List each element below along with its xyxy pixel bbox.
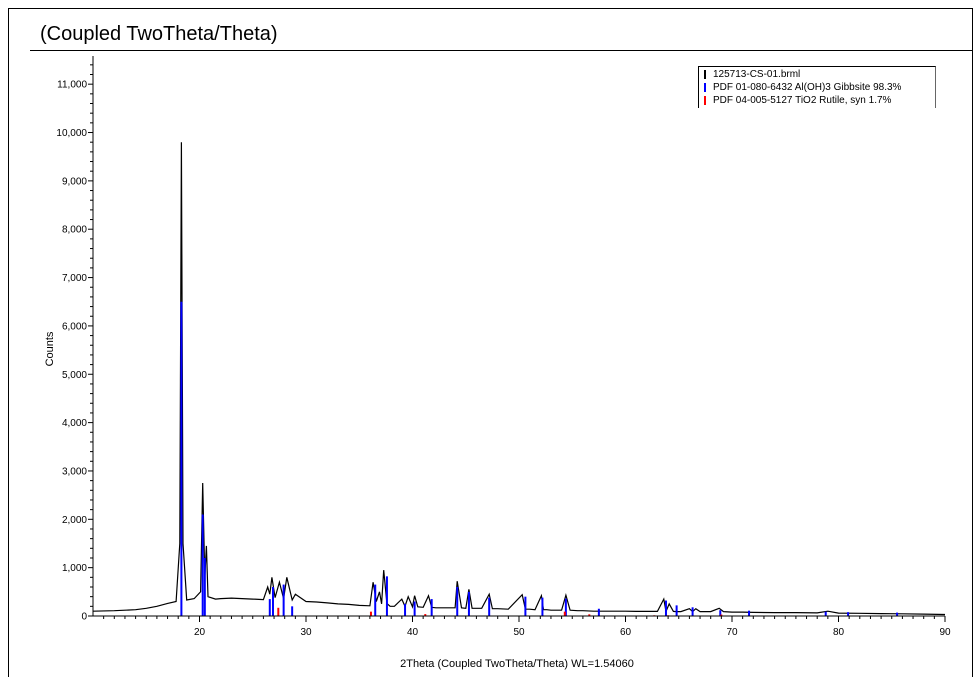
series-line-measured (92, 142, 946, 616)
legend-label-rutile: PDF 04-005-5127 TiO2 Rutile, syn 1.7% (713, 95, 892, 106)
chart-frame (8, 8, 973, 677)
y-tick-label: 1,000 (62, 563, 87, 574)
x-tick-label: 80 (833, 627, 845, 638)
y-tick-label: 10,000 (56, 128, 87, 139)
x-tick-label: 90 (939, 627, 951, 638)
axes: 0 1,000 2,000 3,000 4,000 5,000 6,000 7,000 8,00… (56, 56, 951, 638)
x-tick-label: 60 (620, 627, 632, 638)
y-tick-label: 0 (81, 612, 87, 623)
legend-item-measured: 125713-CS-01.brml (704, 68, 935, 81)
y-tick-label: 8,000 (62, 225, 87, 236)
y-tick-label: 9,000 (62, 176, 87, 187)
title-divider (30, 50, 973, 51)
chart-title: (Coupled TwoTheta/Theta) (40, 23, 278, 45)
y-tick-label: 11,000 (57, 80, 87, 91)
x-axis-label: 2Theta (Coupled TwoTheta/Theta) WL=1.540… (400, 658, 634, 670)
legend-item-gibbsite: PDF 01-080-6432 Al(OH)3 Gibbsite 98.3% (704, 81, 935, 94)
legend-swatch-measured (704, 70, 706, 79)
legend-label-gibbsite: PDF 01-080-6432 Al(OH)3 Gibbsite 98.3% (713, 82, 902, 93)
x-tick-label: 50 (513, 627, 525, 638)
x-tick-label: 40 (407, 627, 419, 638)
legend: 125713-CS-01.brml PDF 01-080-6432 Al(OH)… (698, 66, 936, 108)
y-tick-label: 6,000 (62, 321, 87, 332)
y-tick-label: 4,000 (62, 418, 87, 429)
y-axis-label: Counts (44, 331, 56, 366)
y-tick-label: 2,000 (62, 515, 87, 526)
legend-item-rutile: PDF 04-005-5127 TiO2 Rutile, syn 1.7% (704, 94, 935, 107)
plot-area (92, 142, 946, 616)
y-tick-label: 5,000 (62, 370, 87, 381)
legend-swatch-rutile (704, 96, 706, 105)
legend-label-measured: 125713-CS-01.brml (713, 69, 801, 80)
y-tick-label: 3,000 (62, 466, 87, 477)
x-tick-label: 20 (194, 627, 206, 638)
legend-swatch-gibbsite (704, 83, 706, 92)
x-tick-label: 70 (726, 627, 738, 638)
y-tick-label: 7,000 (62, 273, 87, 284)
x-tick-label: 30 (300, 627, 312, 638)
